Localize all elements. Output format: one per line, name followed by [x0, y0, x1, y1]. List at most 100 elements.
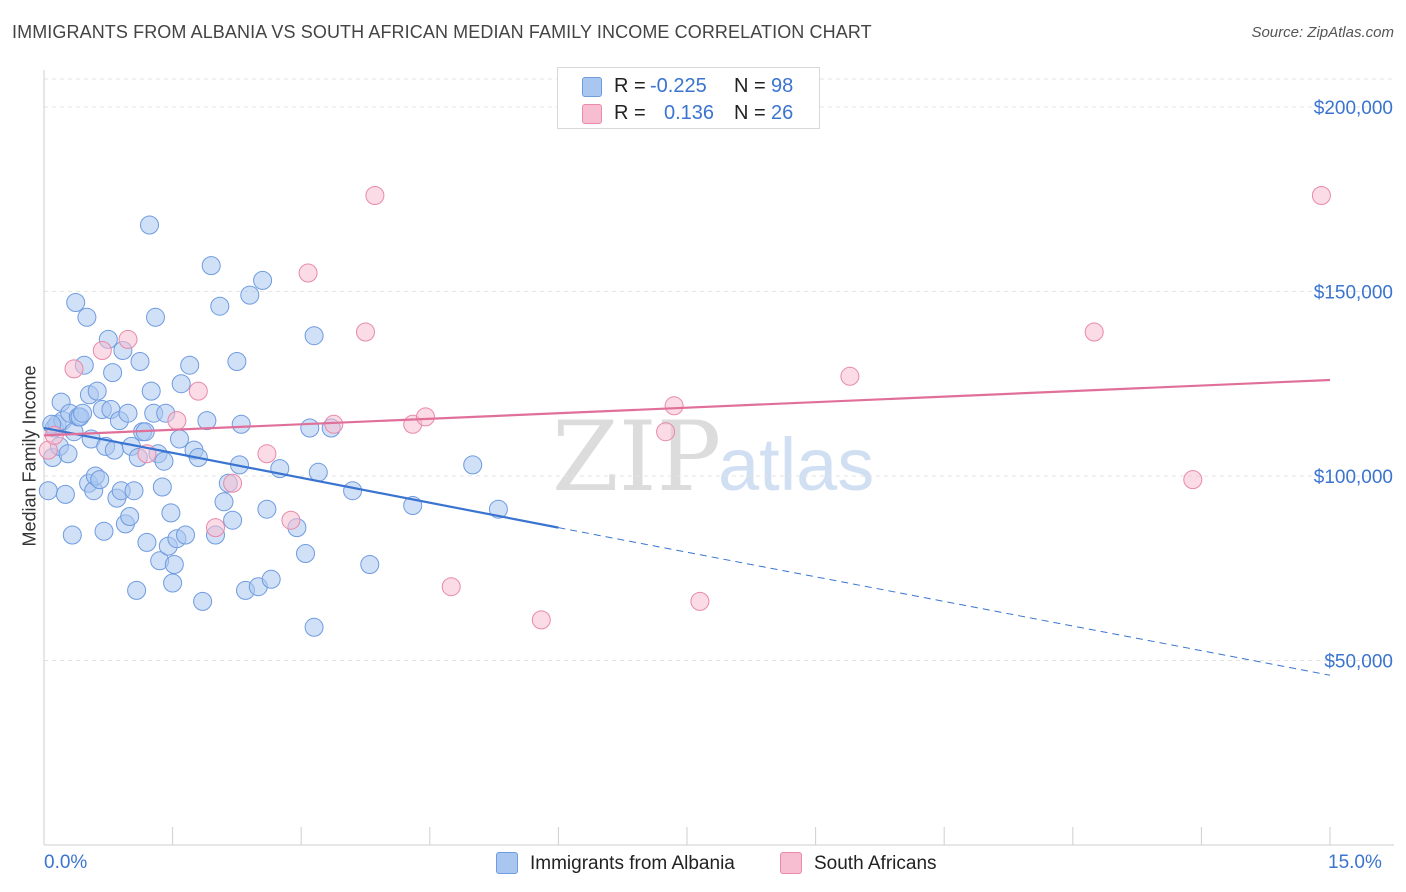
point-albania [124, 481, 144, 501]
point-albania [261, 569, 281, 589]
trend-line-south-africans [43, 378, 1331, 437]
point-albania [55, 484, 75, 504]
legend-label-south-africans: South Africans [814, 853, 937, 874]
point-albania [152, 477, 172, 497]
legend-swatch-south-africans [582, 104, 602, 124]
legend-swatch-albania [496, 852, 518, 874]
point-albania [300, 418, 320, 438]
point-south-africans [656, 422, 676, 442]
point-south-africans [298, 263, 318, 283]
point-albania [170, 429, 189, 449]
point-albania [296, 544, 315, 563]
point-albania [308, 462, 328, 482]
trend-line-albania-extension [558, 527, 1331, 676]
watermark-zip: ZIP [552, 401, 721, 513]
point-albania [146, 307, 165, 327]
point-albania [343, 481, 363, 501]
point-albania [304, 326, 324, 346]
chart-title: IMMIGRANTS FROM ALBANIA VS SOUTH AFRICAN… [12, 22, 872, 42]
point-albania [90, 470, 110, 490]
point-albania [223, 510, 243, 530]
point-south-africans [167, 411, 187, 431]
point-albania [38, 481, 58, 501]
r-label: R = [614, 102, 646, 124]
point-albania [171, 374, 191, 394]
point-albania [360, 555, 380, 574]
point-albania [257, 499, 277, 519]
point-albania [87, 381, 107, 401]
point-albania [73, 403, 93, 423]
point-albania [210, 296, 230, 316]
point-albania [120, 507, 140, 526]
point-albania [161, 503, 181, 523]
point-south-africans [223, 473, 243, 493]
point-south-africans [356, 322, 375, 342]
point-albania [240, 285, 260, 305]
point-albania [180, 355, 200, 375]
legend-label-albania: Immigrants from Albania [530, 853, 735, 874]
point-albania [103, 363, 123, 383]
point-albania [197, 411, 217, 431]
point-albania [130, 352, 150, 371]
x-axis-min-label: 0.0% [44, 852, 88, 873]
point-south-africans [441, 577, 461, 597]
point-albania [137, 532, 157, 552]
point-south-africans [690, 591, 710, 611]
point-south-africans [92, 341, 112, 360]
point-south-africans [1084, 322, 1104, 342]
point-albania [118, 403, 138, 423]
point-south-africans [531, 610, 551, 630]
point-south-africans [1183, 470, 1203, 490]
point-south-africans [365, 186, 385, 205]
point-albania [127, 580, 147, 600]
r-value: 0.136 [664, 102, 715, 124]
point-south-africans [206, 518, 225, 538]
y-tick-label: $100,000 [1314, 467, 1393, 488]
point-albania [77, 307, 97, 327]
stats-legend: R = -0.225 N = 98 R = 0.136 N = 26 [557, 67, 820, 129]
point-south-africans [281, 510, 301, 530]
y-tick-label: $50,000 [1324, 651, 1393, 672]
n-label: N = [734, 102, 766, 124]
source-credit: Source: ZipAtlas.com [1251, 24, 1394, 41]
n-value: 98 [771, 75, 794, 97]
trend-line-albania [43, 426, 559, 529]
point-south-africans [64, 359, 84, 379]
point-albania [253, 270, 273, 290]
point-albania [163, 573, 183, 593]
x-axis-max-label: 15.0% [1328, 852, 1382, 873]
y-axis-label: Median Family Income [19, 365, 40, 547]
point-albania [201, 256, 221, 276]
r-label: R = [614, 75, 646, 97]
point-albania [58, 444, 78, 464]
point-albania [94, 521, 114, 541]
point-albania [227, 352, 247, 371]
point-albania [164, 555, 184, 574]
point-south-africans [416, 407, 435, 427]
point-south-africans [257, 444, 277, 464]
r-value: -0.225 [650, 75, 707, 97]
y-tick-label: $200,000 [1314, 98, 1393, 119]
y-tick-label: $150,000 [1314, 282, 1393, 303]
point-albania [140, 215, 159, 235]
point-albania [66, 293, 86, 312]
legend-swatch-albania [582, 77, 602, 97]
point-albania [154, 451, 174, 471]
point-south-africans [324, 414, 344, 434]
point-albania [176, 525, 195, 545]
point-south-africans [840, 366, 860, 386]
point-albania [304, 617, 324, 637]
point-south-africans [118, 329, 138, 349]
n-label: N = [734, 75, 766, 97]
n-value: 26 [771, 102, 794, 124]
point-albania [463, 455, 483, 475]
point-albania [141, 381, 161, 401]
watermark-atlas: atlas [718, 423, 874, 506]
point-south-africans [1311, 186, 1331, 205]
point-albania [193, 591, 213, 611]
point-south-africans [664, 396, 684, 416]
point-south-africans [188, 381, 208, 401]
point-albania [488, 499, 508, 519]
legend-swatch-south-africans [780, 852, 802, 874]
